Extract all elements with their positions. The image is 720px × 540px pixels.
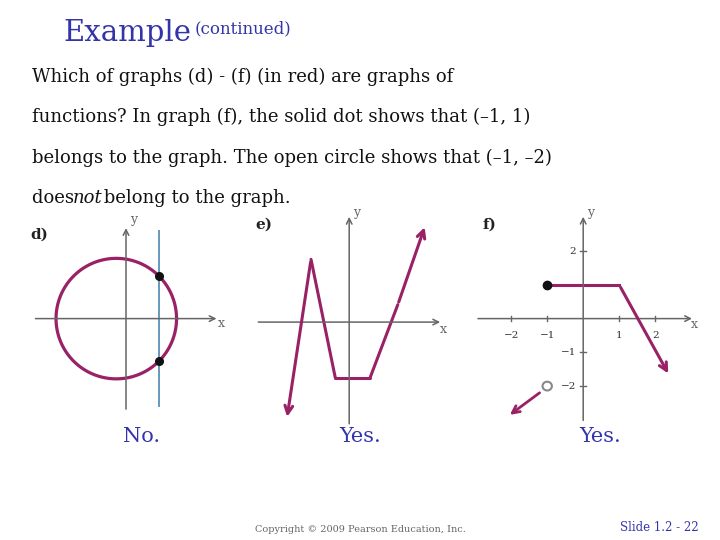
Text: −1: −1 [561, 348, 576, 357]
Text: Copyright © 2009 Pearson Education, Inc.: Copyright © 2009 Pearson Education, Inc. [255, 524, 465, 534]
Text: Which of graphs (d) - (f) (in red) are graphs of: Which of graphs (d) - (f) (in red) are g… [32, 68, 454, 86]
Text: −1: −1 [539, 332, 555, 340]
Text: 2: 2 [652, 332, 659, 340]
Text: y: y [587, 206, 594, 219]
Text: not: not [73, 189, 103, 207]
Text: 1: 1 [616, 332, 623, 340]
Text: x: x [217, 317, 225, 330]
Text: x: x [440, 322, 447, 335]
Text: Slide 1.2 - 22: Slide 1.2 - 22 [620, 521, 698, 534]
Text: Yes.: Yes. [579, 427, 621, 446]
Text: No.: No. [123, 427, 160, 446]
Text: f): f) [482, 217, 496, 231]
Text: does: does [32, 189, 80, 207]
Text: 2: 2 [570, 247, 576, 255]
Text: Yes.: Yes. [339, 427, 381, 446]
Text: Example: Example [64, 19, 192, 47]
Text: d): d) [31, 227, 49, 241]
Text: −2: −2 [503, 332, 519, 340]
Text: −2: −2 [561, 382, 576, 390]
Text: e): e) [256, 218, 272, 232]
Text: belong to the graph.: belong to the graph. [98, 189, 290, 207]
Text: (continued): (continued) [194, 20, 291, 37]
Text: x: x [691, 318, 698, 331]
Text: y: y [353, 206, 360, 219]
Text: y: y [130, 213, 137, 226]
Text: belongs to the graph. The open circle shows that (–1, –2): belongs to the graph. The open circle sh… [32, 148, 552, 167]
Text: functions? In graph (f), the solid dot shows that (–1, 1): functions? In graph (f), the solid dot s… [32, 108, 531, 126]
